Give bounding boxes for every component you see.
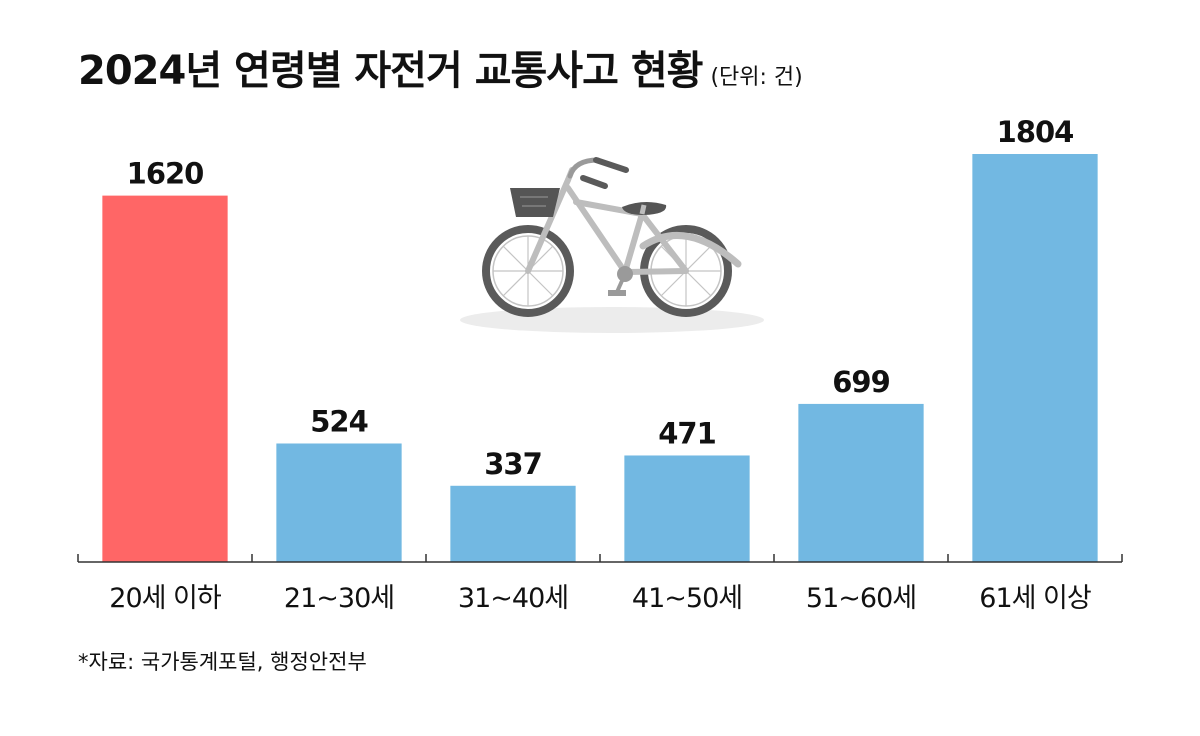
bar-chart: 1620 524 337 471 699 1804 20세 이하 21~30세 31~40세 4… bbox=[77, 115, 1123, 614]
bar-1 bbox=[276, 443, 402, 562]
bicycle-icon bbox=[460, 157, 764, 333]
category-label-3: 41~50세 bbox=[632, 583, 742, 614]
data-label-2: 337 bbox=[484, 447, 542, 481]
unit-note: (단위: 건) bbox=[710, 65, 803, 90]
bars-group: 1620 524 337 471 699 1804 bbox=[102, 115, 1098, 562]
bar-0 bbox=[102, 195, 228, 562]
source-note: *자료: 국가통계포털, 행정안전부 bbox=[78, 650, 367, 674]
chart-title-text: 2024년 연령별 자전거 교통사고 현황 bbox=[78, 48, 703, 94]
data-label-4: 699 bbox=[832, 365, 890, 399]
bar-3 bbox=[624, 455, 750, 562]
bar-5 bbox=[972, 154, 1098, 562]
chart-title: 2024년 연령별 자전거 교통사고 현황 (단위: 건) bbox=[78, 38, 803, 96]
category-label-2: 31~40세 bbox=[458, 583, 568, 614]
data-label-1: 524 bbox=[310, 404, 368, 438]
bar-2 bbox=[450, 485, 576, 562]
category-label-1: 21~30세 bbox=[284, 583, 394, 614]
bar-4 bbox=[798, 403, 924, 562]
data-label-3: 471 bbox=[658, 416, 716, 450]
data-label-5: 1804 bbox=[997, 115, 1074, 149]
x-axis: 20세 이하 21~30세 31~40세 41~50세 51~60세 61세 이상 bbox=[77, 554, 1123, 614]
category-label-5: 61세 이상 bbox=[979, 583, 1091, 614]
category-label-4: 51~60세 bbox=[806, 583, 916, 614]
category-label-0: 20세 이하 bbox=[109, 583, 222, 614]
data-label-0: 1620 bbox=[127, 157, 204, 191]
